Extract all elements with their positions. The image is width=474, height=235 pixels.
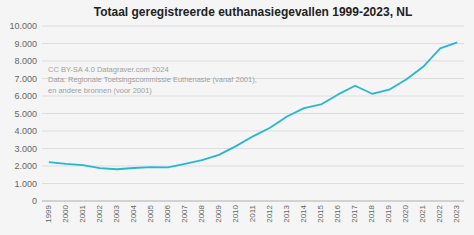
x-tick-label: 2003 xyxy=(112,204,121,222)
y-tick-label: 10.000 xyxy=(9,21,37,31)
x-tick-label: 2009 xyxy=(214,204,223,222)
title: Totaal geregistreerde euthanasiegevallen… xyxy=(94,5,413,19)
x-tick-label: 2019 xyxy=(384,204,393,222)
grid-line xyxy=(42,131,464,132)
x-tick-label: 2015 xyxy=(316,204,325,222)
grid-line xyxy=(42,26,464,27)
x-tick-label: 2012 xyxy=(265,204,274,222)
grid-line xyxy=(42,166,464,167)
grid-line xyxy=(42,96,464,97)
y-tick-label: 6.000 xyxy=(14,91,37,101)
y-tick-label: 3.000 xyxy=(14,144,37,154)
grid-line xyxy=(42,61,464,62)
x-tick-label: 2022 xyxy=(435,204,444,222)
x-tick-label: 2007 xyxy=(180,204,189,222)
data-line xyxy=(49,42,457,169)
x-tick-label: 2000 xyxy=(61,204,70,222)
x-tick-label: 2020 xyxy=(401,204,410,222)
plot-area xyxy=(49,42,457,169)
x-tick-label: 2021 xyxy=(418,204,427,222)
grid-line xyxy=(42,201,464,202)
x-tick-label: 2023 xyxy=(452,204,461,222)
grid-line xyxy=(42,43,464,44)
chart: 0 1.000 2.000 3.000 4.000 5.000 6.000 7.000 8.00… xyxy=(0,0,474,235)
x-tick-label: 2018 xyxy=(367,204,376,222)
x-tick-label: 2010 xyxy=(231,204,240,222)
x-tick-label: 2014 xyxy=(299,204,308,222)
y-tick-label: 9.000 xyxy=(14,39,37,49)
y-tick-label: 0 xyxy=(32,196,37,206)
x-tick-label: 2005 xyxy=(146,204,155,222)
x-tick-label: 2013 xyxy=(282,204,291,222)
chart-container: 0 1.000 2.000 3.000 4.000 5.000 6.000 7.000 8.00… xyxy=(0,0,474,235)
x-tick-label: 1999 xyxy=(44,204,53,222)
y-tick-label: 5.000 xyxy=(14,109,37,119)
y-tick-label: 2.000 xyxy=(14,161,37,171)
background xyxy=(0,0,474,235)
y-tick-label: 7.000 xyxy=(14,74,37,84)
y-tick-label: 4.000 xyxy=(14,126,37,136)
y-tick-label: 8.000 xyxy=(14,56,37,66)
x-tick-label: 2017 xyxy=(350,204,359,222)
x-tick-label: 2002 xyxy=(95,204,104,222)
x-tick-label: 2006 xyxy=(163,204,172,222)
x-tick-label: 2008 xyxy=(197,204,206,222)
x-tick-label: 2004 xyxy=(129,204,138,222)
grid-line xyxy=(42,113,464,114)
y-grid xyxy=(42,26,464,201)
y-tick-label: 1.000 xyxy=(14,179,37,189)
x-tick-label: 2011 xyxy=(248,204,257,222)
grid-line xyxy=(42,183,464,184)
annotation: CC BY-SA 4.0 Datagraver.com 2024Data: Re… xyxy=(48,65,257,95)
x-tick-label: 2016 xyxy=(333,204,342,222)
grid-line xyxy=(42,148,464,149)
x-tick-label: 2001 xyxy=(78,204,87,222)
x-axis-line xyxy=(42,201,464,202)
